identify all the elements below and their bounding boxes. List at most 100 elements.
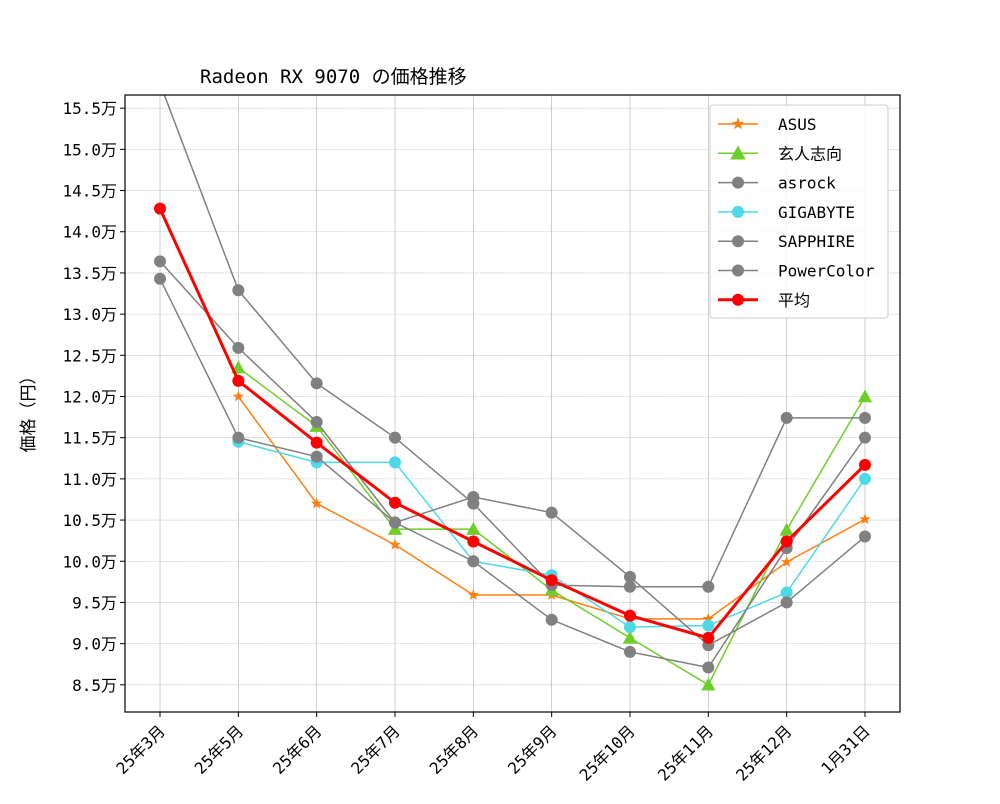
legend-box bbox=[709, 104, 889, 319]
legend-marker bbox=[732, 205, 744, 218]
data-point bbox=[232, 431, 245, 444]
data-point bbox=[232, 341, 245, 354]
legend-label: 玄人志向 bbox=[778, 144, 842, 163]
data-point bbox=[467, 535, 480, 548]
y-axis-label: 価格（円） bbox=[19, 368, 39, 453]
data-point bbox=[858, 431, 871, 444]
y-tick-label: 8.5万 bbox=[72, 676, 117, 695]
data-point bbox=[780, 556, 793, 567]
data-point bbox=[702, 631, 715, 644]
data-point bbox=[701, 677, 716, 691]
data-point bbox=[545, 506, 558, 519]
series-group bbox=[154, 95, 873, 691]
y-axis: 8.5万 9.0万 9.5万 10.0万 10.5万 11.0万 11.5万 12.0万 12.… bbox=[62, 99, 125, 695]
legend-entry: 平均 bbox=[718, 291, 810, 310]
legend-label: GIGABYTE bbox=[778, 203, 855, 222]
data-point bbox=[858, 458, 871, 471]
data-point bbox=[780, 586, 793, 599]
legend-marker bbox=[732, 293, 744, 306]
data-point bbox=[232, 390, 245, 402]
data-point bbox=[858, 472, 871, 485]
data-point bbox=[859, 513, 871, 525]
data-point bbox=[779, 522, 794, 536]
data-point bbox=[310, 450, 323, 463]
data-point bbox=[858, 530, 871, 543]
data-point bbox=[310, 497, 323, 509]
legend-entry: SAPPHIRE bbox=[718, 232, 855, 251]
data-point bbox=[154, 255, 167, 268]
data-point bbox=[154, 202, 167, 215]
legend-marker bbox=[732, 235, 744, 248]
data-point bbox=[545, 613, 558, 626]
chart-title: Radeon RX 9070 の価格推移 bbox=[200, 66, 467, 88]
data-point bbox=[623, 580, 636, 593]
legend-label: ASUS bbox=[778, 115, 817, 134]
data-point bbox=[780, 535, 793, 548]
data-point bbox=[623, 570, 636, 583]
data-point bbox=[467, 555, 480, 568]
series-line bbox=[158, 208, 867, 640]
legend-entry: ASUS bbox=[718, 115, 817, 134]
data-point bbox=[623, 609, 636, 622]
data-point bbox=[780, 596, 793, 609]
data-point bbox=[467, 589, 480, 600]
legend-entry: PowerColor bbox=[718, 262, 875, 281]
data-point bbox=[154, 272, 167, 285]
legend-entry: 玄人志向 bbox=[718, 144, 842, 163]
legend-marker bbox=[730, 145, 746, 160]
data-point bbox=[623, 645, 636, 658]
data-point bbox=[310, 436, 323, 449]
y-tick-label: 11.5万 bbox=[62, 429, 117, 448]
series-PowerColor bbox=[154, 272, 871, 652]
legend-label: 平均 bbox=[778, 291, 810, 310]
legend-entry: GIGABYTE bbox=[718, 203, 855, 222]
legend-label: PowerColor bbox=[778, 262, 875, 281]
data-point bbox=[858, 411, 871, 424]
legend-marker bbox=[731, 117, 745, 130]
y-tick-label: 9.0万 bbox=[72, 635, 117, 654]
y-tick-label: 11.0万 bbox=[62, 470, 117, 489]
legend-marker bbox=[732, 176, 744, 189]
y-tick-label: 13.0万 bbox=[62, 305, 117, 324]
data-point bbox=[702, 612, 715, 624]
data-point bbox=[232, 284, 245, 297]
y-tick-label: 14.5万 bbox=[62, 182, 117, 201]
series-line bbox=[159, 260, 866, 669]
legend: ASUS 玄人志向 asrock GIGABYTE SAPPHIRE PowerColor… bbox=[709, 104, 889, 319]
data-point bbox=[389, 431, 402, 444]
plot-frame bbox=[124, 94, 901, 713]
data-point bbox=[389, 516, 402, 529]
y-tick-label: 10.5万 bbox=[62, 511, 117, 530]
series-平均 bbox=[154, 202, 871, 644]
legend-marker bbox=[732, 264, 744, 277]
data-point bbox=[310, 416, 323, 429]
data-point bbox=[702, 619, 715, 632]
data-point bbox=[780, 411, 793, 424]
data-point bbox=[702, 661, 715, 674]
y-tick-label: 12.5万 bbox=[62, 346, 117, 365]
data-point bbox=[857, 389, 873, 403]
y-tick-label: 9.5万 bbox=[72, 593, 117, 612]
y-tick-label: 15.0万 bbox=[62, 140, 117, 159]
series-line bbox=[163, 95, 865, 588]
legend-label: asrock bbox=[778, 174, 836, 193]
data-point bbox=[310, 377, 323, 390]
data-point bbox=[389, 456, 402, 469]
data-point bbox=[623, 621, 636, 634]
y-tick-label: 10.0万 bbox=[62, 552, 117, 571]
y-tick-label: 13.5万 bbox=[62, 264, 117, 283]
data-point bbox=[389, 496, 402, 509]
y-tick-label: 15.5万 bbox=[62, 99, 117, 118]
y-tick-label: 12.0万 bbox=[62, 387, 117, 406]
data-point bbox=[622, 630, 638, 644]
legend-label: SAPPHIRE bbox=[778, 232, 855, 251]
series-line bbox=[159, 278, 866, 647]
data-point bbox=[389, 538, 401, 550]
legend-entry: asrock bbox=[718, 174, 836, 193]
y-tick-label: 14.0万 bbox=[62, 223, 117, 242]
data-point bbox=[702, 580, 715, 593]
data-point bbox=[467, 490, 480, 503]
data-point bbox=[545, 574, 558, 587]
data-point bbox=[232, 374, 245, 387]
